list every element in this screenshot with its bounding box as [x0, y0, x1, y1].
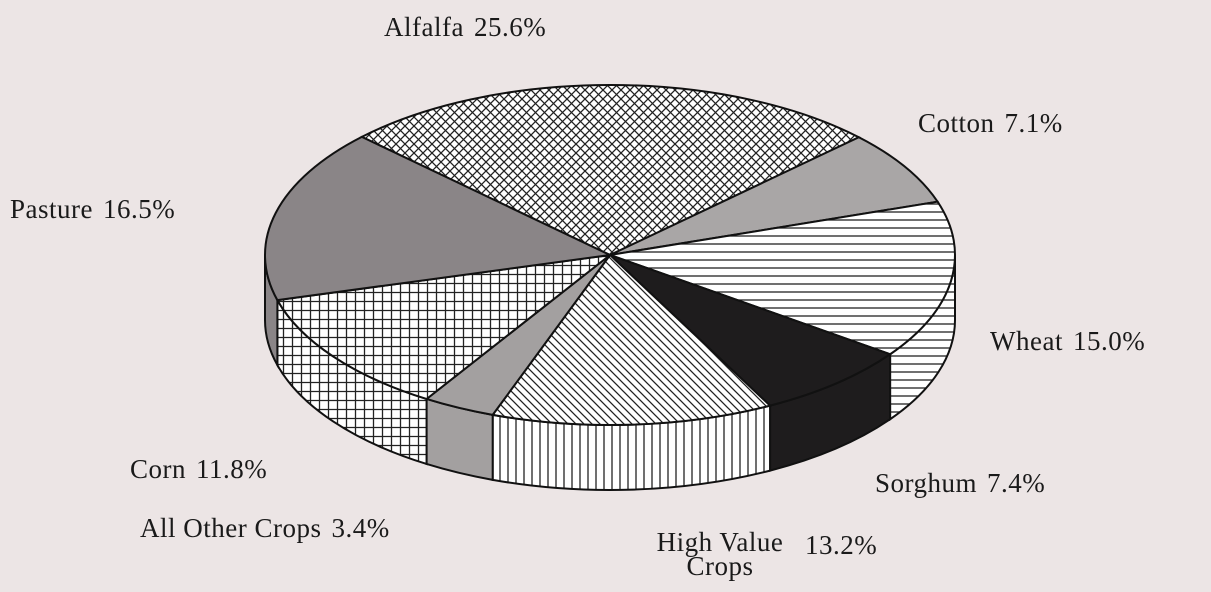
slice-label: High Value Crops 13.2% — [645, 527, 878, 581]
category-label: All Other Crops — [140, 513, 322, 543]
value-label: 7.4% — [987, 468, 1046, 498]
value-label: 7.1% — [1004, 108, 1063, 138]
category-label: Pasture — [10, 194, 93, 224]
slice-label: Cotton 7.1% — [918, 108, 1063, 139]
category-label: Corn — [130, 454, 186, 484]
slice — [490, 253, 773, 426]
slice — [359, 84, 862, 257]
category-label: Wheat — [990, 326, 1063, 356]
value-label: 15.0% — [1072, 326, 1146, 356]
slice — [609, 200, 956, 356]
category-label: Sorghum — [875, 468, 978, 498]
slice-label: All Other Crops 3.4% — [140, 513, 390, 544]
slice-label: Pasture 16.5% — [10, 194, 175, 225]
value-label: 25.6% — [473, 12, 547, 42]
slice-label: Sorghum 7.4% — [875, 468, 1045, 499]
category-label: High Value Crops — [656, 527, 784, 581]
slice-label: Alfalfa 25.6% — [384, 12, 546, 43]
value-label: 16.5% — [102, 194, 176, 224]
category-label: Alfalfa — [384, 12, 464, 42]
slice-label: Wheat 15.0% — [990, 326, 1145, 357]
category-label: Cotton — [918, 108, 995, 138]
slice — [609, 136, 940, 256]
slice-label: Corn 11.8% — [130, 454, 267, 485]
value-label: 3.4% — [331, 513, 390, 543]
slice — [264, 135, 614, 302]
value-label: 11.8% — [196, 454, 268, 484]
slice — [275, 253, 614, 401]
slice — [609, 254, 893, 407]
value-label: 13.2% — [805, 530, 878, 560]
